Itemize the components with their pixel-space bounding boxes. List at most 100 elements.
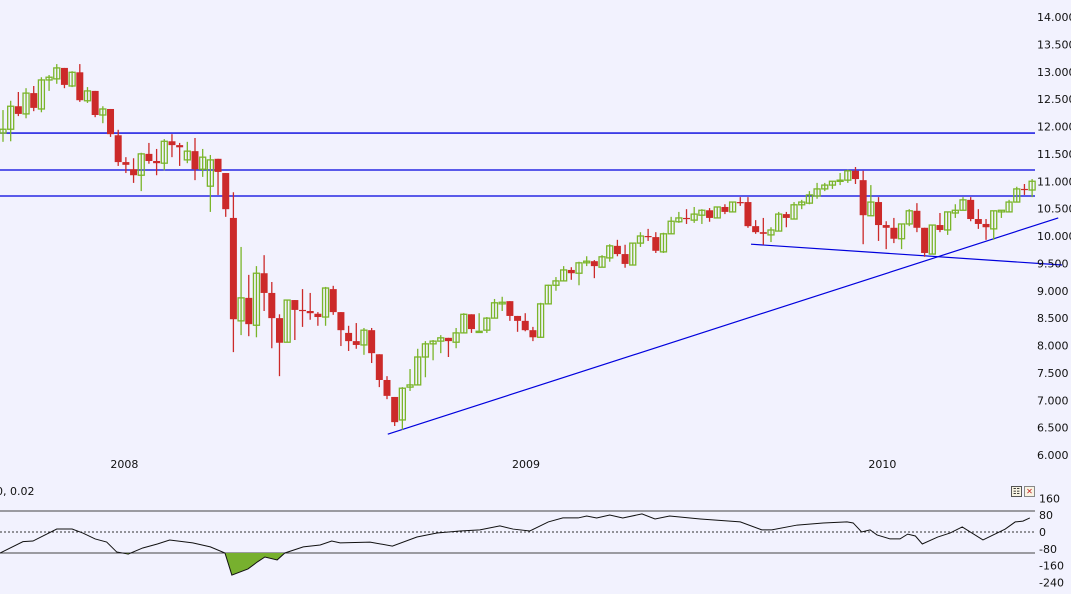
candle-down (375, 354, 383, 388)
candle-body (859, 180, 867, 216)
candle-down (14, 92, 22, 117)
candle-down (859, 170, 867, 245)
candle-body (414, 356, 422, 386)
candle-body (145, 153, 153, 161)
candle-body (206, 159, 215, 187)
candle-down (291, 300, 299, 341)
candle-up (160, 139, 168, 171)
candle-up (421, 341, 430, 378)
candle-up (659, 232, 668, 253)
candle-up (575, 261, 583, 286)
candle-up (997, 209, 1006, 218)
indicator-tick-label: -80 (1039, 543, 1057, 556)
candle-body (176, 145, 184, 148)
candle-down (275, 314, 283, 377)
candle-body (844, 170, 852, 181)
candle-body (913, 210, 921, 228)
time-tick-label: 2010 (868, 458, 896, 471)
candle-body (890, 227, 898, 239)
candle-up (559, 266, 568, 282)
candle-down (613, 239, 621, 257)
candle-up (237, 246, 245, 336)
candle-body (982, 223, 990, 228)
candle-body (99, 108, 107, 116)
candle-body (68, 71, 76, 87)
candle-body (337, 312, 345, 331)
price-tick-label: 8.000 (1037, 340, 1069, 353)
candle-up (429, 340, 437, 361)
candle-down (214, 158, 222, 195)
candle-body (483, 317, 491, 331)
candle-body (636, 235, 645, 244)
oversold-fill-area (0, 553, 1030, 576)
candle-body (460, 313, 468, 334)
candle-body (683, 217, 691, 220)
candle-up (1005, 199, 1013, 213)
candle-body (214, 158, 222, 172)
indicator-panel (0, 510, 1035, 576)
indicator-axis: 160 80 0 -80 -160 -240 (1039, 492, 1064, 589)
candle-down (851, 167, 859, 184)
candle-body (191, 151, 199, 170)
indicator-tick-label: -240 (1039, 576, 1064, 589)
candle-body (713, 206, 721, 219)
candle-body (14, 106, 22, 114)
price-tick-label: 12.000 (1037, 121, 1071, 134)
properties-icon[interactable]: ☷ (1011, 486, 1022, 497)
candle-body (828, 180, 837, 186)
candle-body (237, 297, 245, 322)
close-icon[interactable]: ✕ (1024, 486, 1035, 497)
candle-up (483, 317, 491, 333)
candle-up (283, 299, 291, 343)
candle-up (667, 216, 675, 235)
candle-down (967, 197, 975, 222)
candle-up (360, 327, 368, 355)
candle-body (222, 173, 230, 210)
candle-body (452, 332, 460, 343)
candle-down (467, 314, 475, 333)
time-tick-label: 2009 (512, 458, 540, 471)
candle-up (990, 210, 998, 240)
candle-body (928, 224, 936, 255)
candle-down (652, 232, 660, 253)
candle-body (775, 213, 783, 232)
candle-body (721, 206, 729, 212)
candle-body (813, 188, 821, 197)
candle-down (782, 211, 790, 228)
candle-up (867, 185, 875, 217)
candle-up (206, 154, 215, 212)
candle-body (122, 162, 130, 165)
candle-body (291, 300, 299, 310)
candle-body (199, 156, 207, 170)
candle-body (475, 330, 483, 334)
candle-body (736, 202, 744, 204)
candle-down (30, 85, 38, 112)
candle-body (897, 223, 906, 240)
indicator-tick-label: 80 (1039, 509, 1053, 522)
candle-down (913, 203, 921, 233)
candle-down (168, 134, 176, 158)
candle-body (690, 213, 698, 221)
candle-body (851, 170, 859, 180)
candle-up (905, 209, 913, 227)
candle-up (22, 88, 30, 119)
candle-down (974, 209, 982, 229)
candle-body (943, 211, 952, 231)
candle-body (229, 217, 237, 320)
candle-body (391, 396, 399, 423)
price-axis: 14.000 13.500 13.000 12.500 12.000 11.500 11.0… (1037, 11, 1071, 462)
candle-up (437, 335, 445, 354)
price-tick-label: 6.000 (1037, 449, 1069, 462)
candle-body (959, 199, 967, 211)
candle-down (114, 129, 122, 166)
candle-up (406, 369, 414, 391)
candle-down (368, 327, 376, 364)
candle-up (790, 202, 798, 220)
candle-up (821, 182, 829, 192)
candle-body (53, 67, 61, 80)
candle-body (321, 287, 330, 318)
candle-body (275, 318, 283, 343)
candle-body (506, 301, 514, 316)
candle-up (321, 286, 330, 326)
